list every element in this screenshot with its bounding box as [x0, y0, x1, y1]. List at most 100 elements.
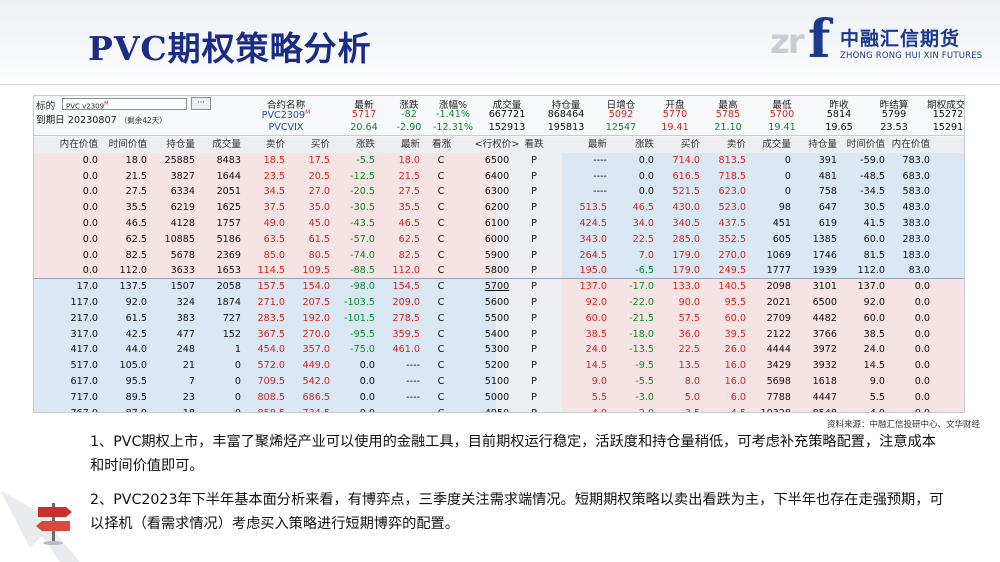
- chain-cell: 5.5: [591, 391, 607, 403]
- contract-input[interactable]: PVC v2309M: [62, 98, 187, 110]
- chain-cell: C: [437, 360, 445, 372]
- summary-contract-name[interactable]: PVC2309M: [261, 109, 311, 122]
- chain-col-header[interactable]: 内在价值: [59, 139, 98, 150]
- chain-row[interactable]: 0.0 112.0 3633 1653 114.5 109.5 -88.5 112.0 C 580…: [34, 263, 964, 280]
- chain-cell: P: [531, 391, 537, 403]
- chain-cell: 27.5: [125, 186, 147, 198]
- chain-row[interactable]: 217.0 61.5 383 727 283.5 192.0 -101.5 278.5 C 550…: [34, 310, 964, 327]
- chain-row[interactable]: 17.0 137.5 1507 2058 157.5 154.0 -98.0 154.5 C 57…: [34, 279, 964, 295]
- chain-cell: 18.0: [125, 154, 147, 166]
- chain-cell: 264.5: [579, 249, 607, 261]
- chain-cell: 521.5: [672, 186, 700, 198]
- chain-cell: 35.0: [308, 202, 330, 214]
- strike-price: 5300: [484, 344, 510, 356]
- chain-col-header[interactable]: 时间价值: [846, 139, 885, 150]
- chain-cell: 424.5: [579, 218, 607, 229]
- call-side-bg: [34, 342, 496, 359]
- strike-bg: [496, 216, 562, 232]
- chain-cell: 34.5: [263, 186, 285, 198]
- chain-col-header[interactable]: 卖价: [726, 139, 746, 150]
- summary-col-header: 涨跌: [399, 100, 419, 111]
- chain-cell: 179.0: [672, 265, 700, 277]
- contract-value: PVC v2309: [66, 102, 105, 111]
- chain-cell: 1757: [216, 218, 241, 229]
- chain-cell: P: [531, 312, 537, 324]
- chain-cell: 449.0: [302, 360, 330, 372]
- strike-price: 5400: [484, 328, 510, 340]
- chain-cell: ----: [406, 376, 420, 387]
- chain-cell: 42.5: [125, 328, 147, 340]
- chain-col-header[interactable]: 买价: [310, 139, 330, 150]
- chain-cell: 179.0: [672, 249, 700, 261]
- chain-row[interactable]: 0.0 62.5 10885 5186 63.5 61.5 -57.0 62.5 C 6000 P 3…: [34, 231, 964, 248]
- chain-cell: C: [437, 233, 445, 245]
- chain-row[interactable]: 417.0 44.0 248 1 454.0 357.0 -75.0 461.0 C 5300 P 2…: [34, 342, 964, 359]
- chain-row[interactable]: 767.087.0180858.5734.50.0----C4950P4.0-2…: [34, 405, 964, 412]
- chain-col-header[interactable]: 内在价值: [891, 139, 930, 150]
- chain-col-header[interactable]: 最新: [587, 139, 607, 150]
- call-side-bg: [34, 200, 496, 216]
- summary-value: 19.41: [661, 122, 689, 133]
- chain-col-header[interactable]: <行权价>: [474, 139, 520, 150]
- chain-row[interactable]: 0.0 46.5 4128 1757 49.0 45.0 -43.5 46.5 C 6100 P 42…: [34, 216, 964, 232]
- put-side-bg: [562, 326, 964, 343]
- chain-cell: C: [437, 376, 445, 387]
- contract-picker-button[interactable]: ···: [191, 97, 211, 110]
- chain-cell: 82.5: [125, 249, 147, 261]
- chain-cell: 35.5: [125, 202, 147, 214]
- chain-cell: -95.5: [350, 328, 375, 340]
- chain-col-header[interactable]: 看涨: [432, 139, 452, 150]
- chain-cell: 451: [772, 218, 791, 229]
- contract-badge: M: [104, 101, 109, 107]
- chain-col-header[interactable]: 看跌: [524, 139, 544, 150]
- chain-col-header[interactable]: 成交量: [212, 139, 241, 150]
- summary-col-header: 成交量: [492, 100, 522, 111]
- chain-row[interactable]: 617.0 95.5 7 0 709.5 542.0 0.0 ---- C 5100 P 9.0 -5.…: [34, 374, 964, 390]
- chain-col-header[interactable]: 卖价: [265, 139, 285, 150]
- chain-cell: 13.5: [678, 360, 700, 372]
- chain-cell: 6.0: [730, 391, 746, 403]
- chain-cell: P: [531, 265, 537, 277]
- strike-price: 6200: [484, 202, 510, 214]
- chain-row[interactable]: 517.0 105.0 21 0 572.0 449.0 0.0 ---- C 5200 P 14.5…: [34, 358, 964, 374]
- chain-cell: -17.0: [629, 281, 654, 293]
- chain-col-header[interactable]: 涨跌: [355, 139, 375, 150]
- chain-cell: 0.0: [330, 406, 375, 412]
- chain-cell: 45.0: [308, 218, 330, 229]
- chain-cell: 0.0: [359, 360, 375, 372]
- chain-col-header[interactable]: 最新: [400, 139, 420, 150]
- chain-cell: 8548: [792, 406, 837, 412]
- chain-row[interactable]: 0.0 82.5 5678 2369 85.0 80.5 -74.0 82.5 C 5900 P 26…: [34, 247, 964, 264]
- strike-price: 5200: [484, 360, 510, 372]
- strike-bg: [496, 310, 562, 327]
- chain-col-header[interactable]: 成交量: [762, 139, 791, 150]
- chain-cell: -5.5: [356, 154, 375, 166]
- chain-col-header[interactable]: 买价: [680, 139, 700, 150]
- chain-row[interactable]: 0.0 18.0 25885 8483 18.5 17.5 -5.5 18.0 C 6500 P --…: [34, 152, 964, 169]
- chain-row[interactable]: 0.0 27.5 6334 2051 34.5 27.0 -20.5 27.5 C 6300 P --…: [34, 184, 964, 201]
- chain-cell: 38.5: [585, 328, 607, 340]
- chain-col-header[interactable]: 涨跌: [634, 139, 654, 150]
- chain-col-header[interactable]: 持仓量: [808, 139, 837, 150]
- chain-cell: -59.0: [860, 154, 885, 166]
- chain-cell: 60.0: [585, 312, 607, 324]
- chain-cell: 18: [147, 406, 195, 412]
- chain-col-header[interactable]: 时间价值: [108, 139, 147, 150]
- chain-col-header[interactable]: 持仓量: [166, 139, 195, 150]
- chain-cell: 7.0: [638, 249, 654, 261]
- chain-row[interactable]: 317.0 42.5 477 152 367.5 270.0 -95.5 359.5 C 5400…: [34, 326, 964, 343]
- chain-row[interactable]: 117.0 92.0 324 1874 271.0 207.5 -103.5 209.0 C 56…: [34, 295, 964, 311]
- chain-cell: 1069: [766, 249, 791, 261]
- chain-cell: 383: [176, 312, 195, 324]
- summary-contract-name[interactable]: PVCVIX: [268, 122, 304, 133]
- chain-cell: 4.0: [837, 406, 885, 412]
- chain-cell: 36.0: [678, 328, 700, 340]
- chain-cell: 112.0: [857, 265, 885, 277]
- chain-cell: 25885: [164, 154, 195, 166]
- chain-cell: 477: [176, 328, 195, 340]
- chain-cell: 517.0: [70, 360, 98, 372]
- chain-row[interactable]: 0.0 21.5 3827 1644 23.5 20.5 -12.5 21.5 C 6400 P --…: [34, 168, 964, 185]
- chain-cell: 98: [778, 202, 791, 214]
- chain-row[interactable]: 717.0 89.5 23 0 808.5 686.5 0.0 ---- C 5000 P 5.5 -3…: [34, 389, 964, 406]
- chain-row[interactable]: 0.0 35.5 6219 1625 37.5 35.0 -30.5 35.5 C 6200 P 51…: [34, 200, 964, 216]
